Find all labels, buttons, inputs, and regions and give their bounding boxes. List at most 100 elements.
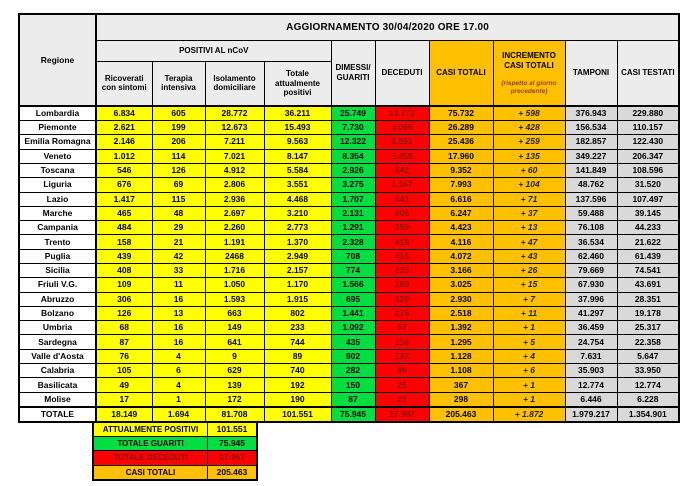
table-row: Liguria 676 69 2.806 3.551 3.275 1.167 7.993 + 1… <box>18 177 680 193</box>
cell-region: Sardegna <box>18 334 97 350</box>
cell-terapia: 1.694 <box>151 405 206 424</box>
cell-region: Campania <box>18 220 97 236</box>
cell-casi-totali: 2.930 <box>428 291 494 307</box>
cell-casi-totali: 1.295 <box>428 334 494 350</box>
cell-dimessi-guariti: 1.566 <box>330 277 376 293</box>
cell-totale-positivi: 15.493 <box>263 120 332 136</box>
cell-ricoverati: 158 <box>95 234 153 250</box>
cell-casi-totali: 3.166 <box>428 262 494 279</box>
cell-dimessi-guariti: 7.730 <box>330 120 376 136</box>
cell-casi-totali: 3.025 <box>428 277 494 293</box>
cell-casi-testati: 107.497 <box>616 191 680 207</box>
cell-tamponi: 79.669 <box>564 262 618 279</box>
cell-ricoverati: 109 <box>95 277 153 293</box>
cell-tamponi: 36.534 <box>564 234 618 250</box>
cell-ricoverati: 126 <box>95 305 153 322</box>
cell-incremento: + 6 <box>492 363 566 379</box>
cell-isolamento: 1.191 <box>204 234 265 250</box>
cell-incremento: + 104 <box>492 177 566 193</box>
cell-tamponi: 156.534 <box>564 120 618 136</box>
cell-casi-totali: 2.518 <box>428 305 494 322</box>
cell-tamponi: 376.943 <box>564 104 618 122</box>
cell-incremento: + 11 <box>492 305 566 322</box>
cell-incremento: + 60 <box>492 162 566 179</box>
cell-ricoverati: 68 <box>95 320 153 336</box>
cell-isolamento: 2.260 <box>204 220 265 236</box>
cell-dimessi-guariti: 2.926 <box>330 162 376 179</box>
cell-deceduti: 906 <box>374 205 430 222</box>
cell-casi-testati: 61.439 <box>616 248 680 264</box>
cell-tamponi: 59.488 <box>564 205 618 222</box>
cell-tamponi: 37.996 <box>564 291 618 307</box>
cell-isolamento: 2.936 <box>204 191 265 207</box>
col-header-deceduti: DECEDUTI <box>374 39 430 107</box>
cell-totale-positivi: 3.551 <box>263 177 332 193</box>
cell-totale-positivi: 4.468 <box>263 191 332 207</box>
cell-terapia: 206 <box>151 134 206 150</box>
cell-ricoverati: 2.146 <box>95 134 153 150</box>
table-row: Toscana 546 126 4.912 5.584 2.926 842 9.352 + 60… <box>18 162 680 179</box>
cell-isolamento: 28.772 <box>204 104 265 122</box>
cell-isolamento: 2.697 <box>204 205 265 222</box>
cell-incremento: + 135 <box>492 148 566 164</box>
col-header-tamponi: TAMPONI <box>564 39 618 107</box>
cell-casi-testati: 28.351 <box>616 291 680 307</box>
cell-casi-testati: 1.354.901 <box>616 405 680 424</box>
cell-casi-totali: 26.289 <box>428 120 494 136</box>
cell-region: Toscana <box>18 162 97 179</box>
cell-casi-totali: 1.108 <box>428 363 494 379</box>
cell-tamponi: 182.857 <box>564 134 618 150</box>
cell-deceduti: 3.551 <box>374 134 430 150</box>
cell-casi-testati: 33.950 <box>616 363 680 379</box>
cell-terapia: 16 <box>151 334 206 350</box>
cell-totale-positivi: 8.147 <box>263 148 332 164</box>
cell-tamponi: 62.460 <box>564 248 618 264</box>
sub-header-row: Ricoverati con sintomi Terapia intensiva… <box>19 61 679 107</box>
cell-region: Umbria <box>18 320 97 336</box>
cell-region: Lazio <box>18 191 97 207</box>
table-row: Friuli V.G. 109 11 1.050 1.170 1.566 289 3.025 +… <box>18 277 680 293</box>
cell-totale-positivi: 1.170 <box>263 277 332 293</box>
cell-terapia: 16 <box>151 291 206 307</box>
cell-deceduti: 359 <box>374 220 430 236</box>
cell-deceduti: 415 <box>374 248 430 264</box>
cell-incremento: + 1 <box>492 320 566 336</box>
col-header-casi-totali: CASI TOTALI <box>428 39 494 107</box>
cell-incremento: + 1 <box>492 377 566 393</box>
group-header-row: POSITIVI AL nCoV DIMESSI/ GUARITI DECEDU… <box>19 39 680 107</box>
cell-isolamento: 9 <box>204 348 265 365</box>
cell-tamponi: 12.774 <box>564 377 618 393</box>
cell-tamponi: 137.596 <box>564 191 618 207</box>
col-header-isolamento: Isolamento domiciliare <box>204 61 265 107</box>
cell-dimessi-guariti: 1.092 <box>330 320 376 336</box>
cell-region: Abruzzo <box>18 291 97 307</box>
cell-isolamento: 641 <box>204 334 265 350</box>
cell-casi-totali: 1.128 <box>428 348 494 365</box>
summary-table: ATTUALMENTE POSITIVI 101.551 TOTALE GUARIT… <box>92 421 258 481</box>
cell-tamponi: 67.930 <box>564 277 618 293</box>
cell-incremento: + 1.872 <box>492 405 566 424</box>
cell-ricoverati: 1.417 <box>95 191 153 207</box>
cell-incremento: + 15 <box>492 277 566 293</box>
cell-isolamento: 629 <box>204 363 265 379</box>
cell-tamponi: 41.297 <box>564 305 618 322</box>
cell-deceduti: 21 <box>374 391 430 408</box>
table-row: Abruzzo 306 16 1.593 1.915 695 320 2.930 + 7 37.9… <box>18 291 680 307</box>
cell-totale-positivi: 744 <box>263 334 332 350</box>
cell-isolamento: 172 <box>204 391 265 408</box>
summary-value: 27.967 <box>207 450 258 466</box>
cell-terapia: 21 <box>151 234 206 250</box>
cell-terapia: 1 <box>151 391 206 408</box>
col-header-regione: Regione <box>18 13 97 107</box>
cell-deceduti: 1.459 <box>374 148 430 164</box>
cell-ricoverati: 6.834 <box>95 104 153 122</box>
cell-casi-testati: 19.178 <box>616 305 680 322</box>
col-header-incremento: INCREMENTO CASI TOTALI (rispetto al gior… <box>492 39 566 107</box>
cell-casi-totali: 4.116 <box>428 234 494 250</box>
cell-deceduti: 116 <box>374 334 430 350</box>
table-row: Sardegna 87 16 641 744 435 116 1.295 + 5 24.754 22… <box>18 334 680 350</box>
cell-totale-positivi: 192 <box>263 377 332 393</box>
summary-label: TOTALE DECEDUTI <box>92 450 208 466</box>
summary-value: 205.463 <box>207 464 258 481</box>
